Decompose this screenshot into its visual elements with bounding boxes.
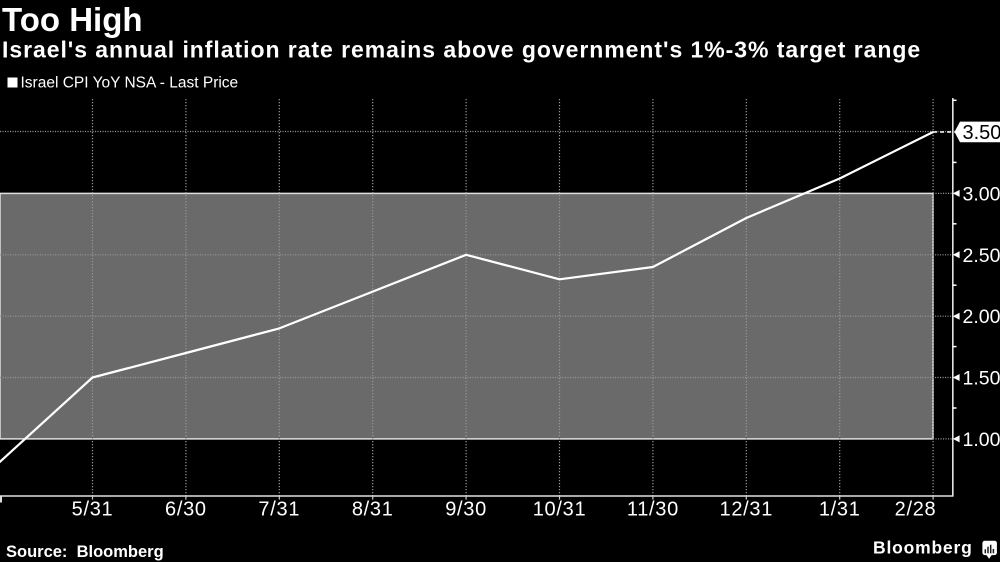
svg-text:5/31: 5/31: [72, 499, 114, 521]
svg-text:3.00: 3.00: [963, 183, 1000, 205]
svg-text:Israel CPI YoY NSA - Last Pric: Israel CPI YoY NSA - Last Price: [21, 75, 239, 92]
svg-text:7/31: 7/31: [258, 499, 300, 521]
svg-text:1.00: 1.00: [963, 429, 1000, 451]
svg-text:2.00: 2.00: [963, 306, 1000, 328]
svg-text:2.50: 2.50: [963, 245, 1000, 267]
svg-text:1.50: 1.50: [963, 368, 1000, 390]
svg-text:Source: Bloomberg: Source: Bloomberg: [6, 543, 164, 561]
svg-text:10/31: 10/31: [533, 499, 587, 521]
svg-text:9/30: 9/30: [445, 499, 487, 521]
svg-text:3.50: 3.50: [963, 122, 1000, 144]
svg-text:6/30: 6/30: [165, 499, 207, 521]
svg-text:2/28: 2/28: [895, 499, 937, 521]
svg-text:12/31: 12/31: [720, 499, 774, 521]
svg-text:Too High: Too High: [2, 1, 143, 38]
svg-text:1/31: 1/31: [819, 499, 861, 521]
svg-text:11/30: 11/30: [627, 499, 679, 521]
svg-text:8/31: 8/31: [352, 499, 394, 521]
svg-text:Bloomberg: Bloomberg: [873, 537, 973, 557]
svg-text:Israel's annual inflation rate: Israel's annual inflation rate remains a…: [2, 37, 921, 63]
